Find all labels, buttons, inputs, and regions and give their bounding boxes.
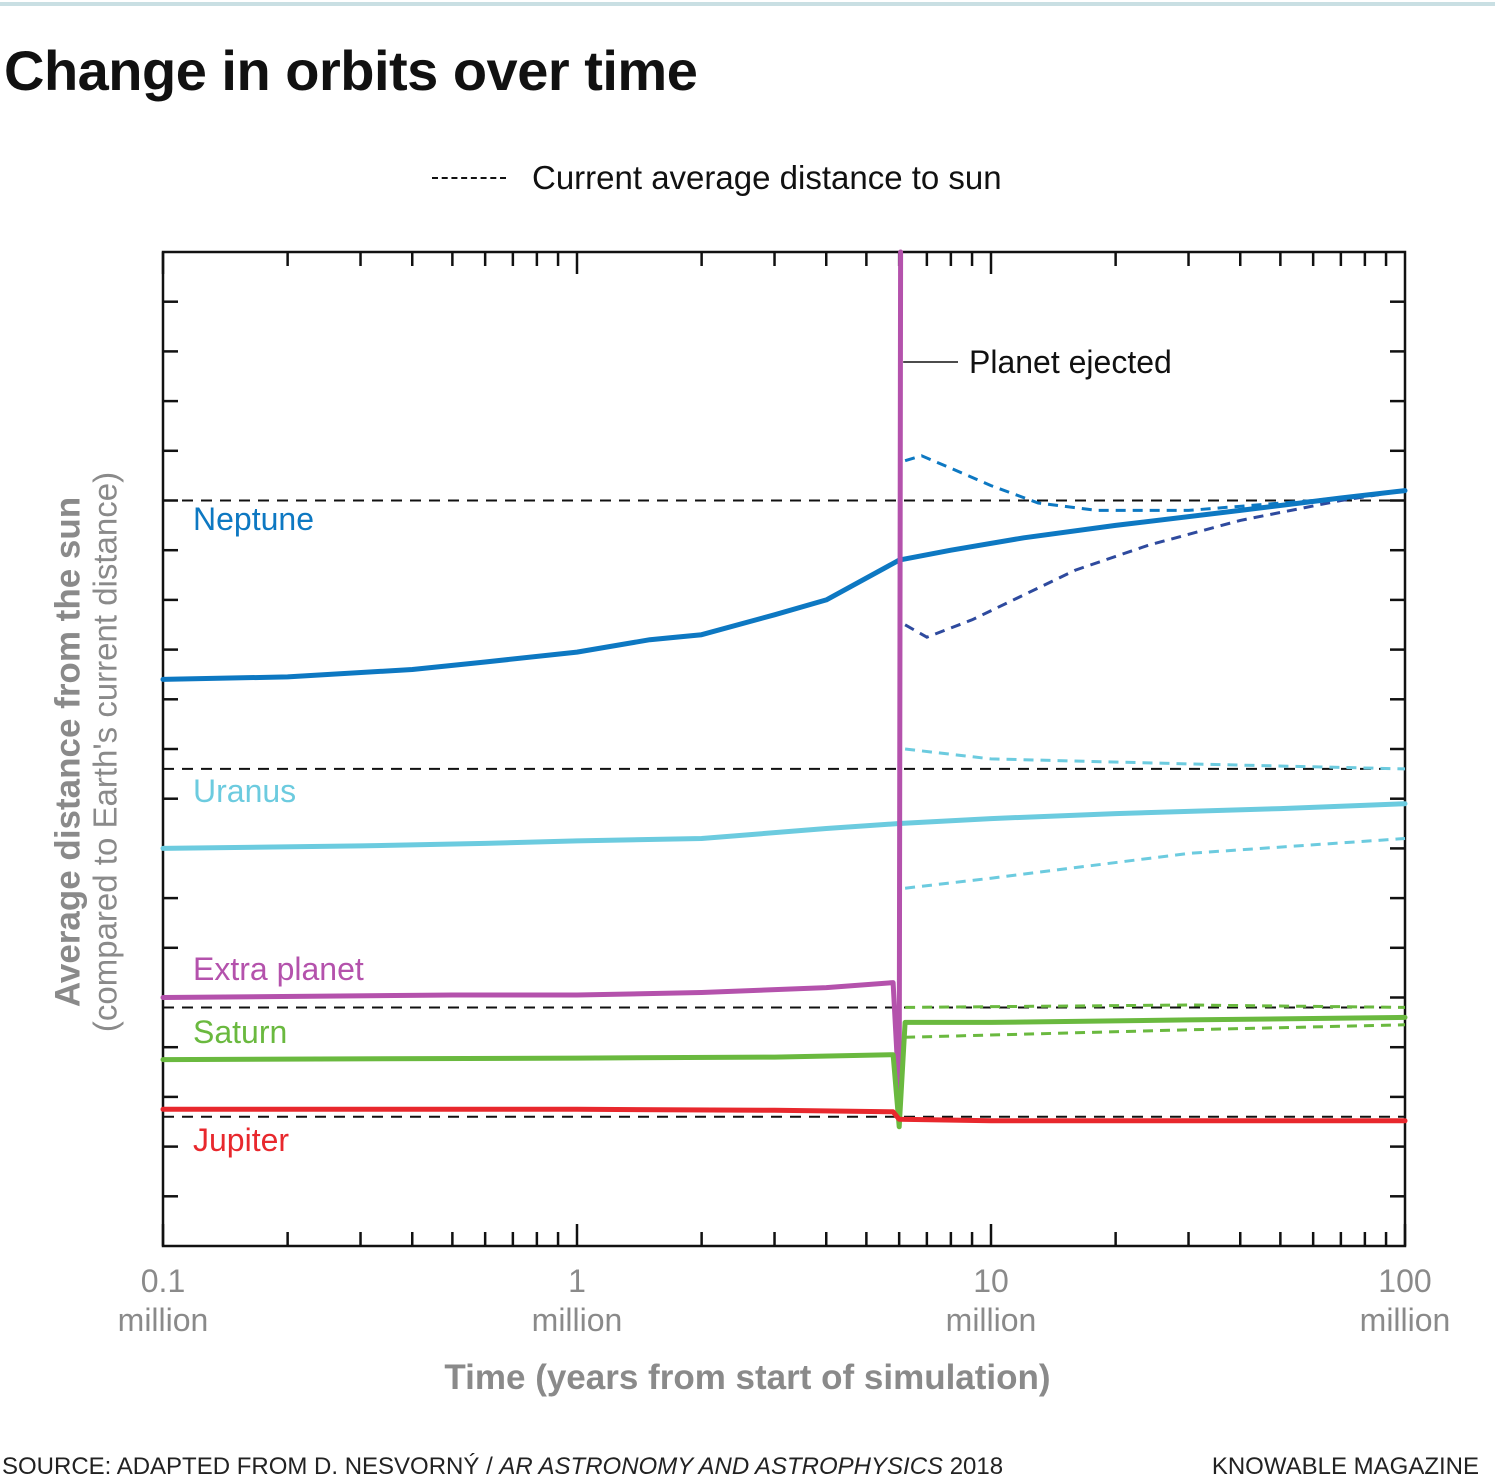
series-uranus-dashed-inner	[904, 837, 1406, 890]
series-saturn-dashed-inner	[905, 1023, 1406, 1039]
series-neptune-line	[160, 488, 1408, 682]
source-journal: AR ASTRONOMY AND ASTROPHYSICS	[499, 1453, 944, 1480]
y-axis-subtitle: (compared to Earth's current distance)	[86, 471, 124, 1033]
source-prefix: SOURCE: ADAPTED FROM D. NESVORNÝ /	[2, 1453, 500, 1480]
series-neptune-dashed-inner	[904, 489, 1406, 639]
series-saturn-dashed-outer	[905, 1003, 1406, 1009]
top-rule	[0, 2, 1495, 6]
x-tick-sublabel: million	[532, 1302, 623, 1338]
series-label-uranus: Uranus	[193, 773, 296, 809]
ejection-label: Planet ejected	[969, 344, 1172, 380]
legend-dash-swatch	[432, 177, 506, 179]
legend: Current average distance to sun	[432, 158, 1002, 198]
series-jupiter-line	[160, 1106, 1408, 1124]
y-axis-title: Average distance from the sun	[48, 496, 88, 1008]
x-tick-sublabel: million	[118, 1302, 209, 1338]
source-year: 2018	[943, 1453, 1004, 1480]
series-label-jupiter: Jupiter	[193, 1122, 289, 1158]
series-label-extra-planet: Extra planet	[193, 951, 364, 987]
series-uranus-line	[160, 801, 1408, 851]
chart-title: Change in orbits over time	[4, 39, 698, 102]
series-uranus-dashed-outer	[904, 747, 1406, 771]
y-axis-label: Average distance from the sun (compared …	[48, 471, 124, 1033]
x-tick-sublabel: million	[946, 1302, 1037, 1338]
x-tick-label: 1	[568, 1263, 586, 1299]
series-neptune-dashed-outer	[904, 454, 1406, 512]
x-tick-sublabel: million	[1360, 1302, 1451, 1338]
x-tick-label: 10	[973, 1263, 1009, 1299]
legend-label: Current average distance to sun	[532, 159, 1002, 196]
source-credit: SOURCE: ADAPTED FROM D. NESVORNÝ / AR AS…	[2, 1453, 1003, 1481]
series-saturn-line	[160, 1014, 1408, 1130]
series-label-neptune: Neptune	[193, 501, 314, 537]
plot-frame	[161, 250, 1407, 1248]
x-axis-title: Time (years from start of simulation)	[444, 1358, 1051, 1397]
series-extra-planet-line	[160, 249, 904, 1100]
x-tick-label: 0.1	[141, 1263, 185, 1299]
series-label-saturn: Saturn	[193, 1014, 287, 1050]
x-axis-label: Time (years from start of simulation)	[75, 1358, 1495, 1398]
publisher-credit: KNOWABLE MAGAZINE	[1211, 1453, 1479, 1480]
x-tick-label: 100	[1378, 1263, 1431, 1299]
